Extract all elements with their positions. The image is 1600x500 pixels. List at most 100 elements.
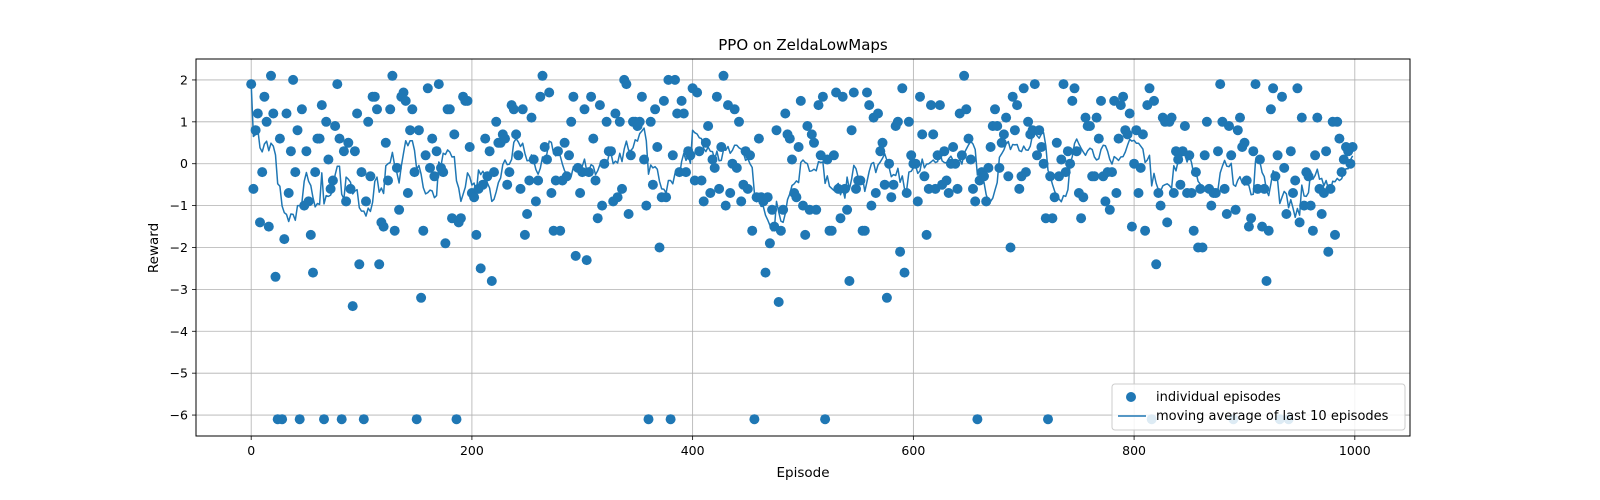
scatter-point [747, 225, 758, 236]
scatter-point [1235, 112, 1245, 123]
scatter-point [1140, 225, 1151, 236]
scatter-point [308, 267, 318, 278]
scatter-point [720, 200, 731, 211]
scatter-point [1104, 204, 1115, 215]
scatter-point [259, 91, 270, 102]
scatter-point [475, 263, 486, 274]
scatter-point [1162, 217, 1173, 228]
scatter-point [1292, 83, 1303, 94]
scatter-point [1281, 209, 1292, 219]
moving-average-line [250, 84, 1354, 232]
scatter-point [542, 154, 552, 165]
scatter-point [901, 188, 912, 198]
scatter-point [279, 234, 290, 245]
scatter-point [1076, 213, 1087, 224]
scatter-point [261, 116, 272, 127]
scatter-point [1305, 200, 1316, 211]
scatter-point [500, 133, 510, 144]
scatter-point [614, 116, 625, 127]
scatter-point [681, 167, 691, 178]
moving-average-series [250, 84, 1354, 232]
scatter-point [411, 414, 422, 425]
y-tick-label: −3 [170, 282, 188, 297]
scatter-point [268, 108, 279, 119]
scatter-point [921, 229, 932, 240]
scatter-point [787, 154, 797, 165]
scatter-point [513, 150, 524, 161]
scatter-point [1241, 175, 1252, 186]
scatter-point [1210, 188, 1221, 198]
scatter-point [579, 104, 590, 115]
legend-scatter-marker [1126, 392, 1136, 402]
scatter-point [314, 133, 325, 144]
scatter-point [793, 142, 804, 152]
scatter-point [402, 188, 413, 198]
scatter-point [380, 137, 391, 148]
scatter-point [427, 133, 438, 144]
scatter-point [400, 95, 411, 106]
scatter-point [511, 129, 522, 140]
scatter-point [753, 133, 764, 144]
y-tick-label: −5 [170, 366, 188, 381]
scatter-point [1111, 188, 1122, 198]
scatter-point [1056, 154, 1067, 165]
scatter-point [1199, 150, 1210, 161]
scatter-point [760, 267, 771, 278]
scatter-point [257, 167, 268, 178]
scatter-point [570, 250, 581, 261]
scatter-point [652, 142, 663, 152]
scatter-point [519, 229, 530, 240]
scatter-point [1126, 221, 1137, 232]
scatter-point [846, 125, 857, 136]
scatter-point [365, 171, 376, 182]
scatter-point [303, 196, 314, 207]
scatter-point [625, 150, 636, 161]
scatter-point [879, 179, 890, 190]
scatter-point [842, 204, 853, 215]
scatter-point [711, 91, 722, 102]
scatter-point [851, 183, 861, 194]
scatter-point [1268, 83, 1279, 94]
scatter-point [762, 192, 773, 203]
scatter-point [617, 183, 627, 194]
scatter-point [537, 70, 548, 81]
scatter-point [369, 91, 380, 102]
scatter-point [696, 175, 707, 186]
scatter-point [897, 83, 908, 94]
scatter-point [1084, 121, 1095, 131]
scatter-point [471, 229, 482, 240]
scatter-point [888, 179, 899, 190]
scatter-point [703, 121, 714, 131]
scatter-point [886, 192, 897, 203]
scatter-point [1091, 112, 1102, 123]
scatter-point [667, 150, 678, 161]
scatter-point [597, 200, 608, 211]
scatter-point [745, 150, 755, 161]
scatter-point [277, 414, 288, 425]
scatter-point [736, 196, 747, 207]
scatter-point [1151, 259, 1162, 270]
scatter-point [385, 104, 396, 115]
scatter-point [848, 87, 859, 98]
scatter-point [965, 154, 976, 165]
y-tick-label: −6 [170, 408, 188, 423]
scatter-point [1232, 125, 1243, 136]
scatter-point [323, 154, 334, 165]
scatter-point [1288, 188, 1298, 198]
scatter-point [1321, 146, 1332, 157]
x-axis-ticks: 0 200 400 600 800 1000 [247, 436, 1371, 458]
scatter-point [915, 91, 925, 102]
x-tick-label: 1000 [1339, 443, 1371, 458]
scatter-point [1226, 150, 1237, 161]
scatter-point [405, 125, 416, 136]
scatter-point [714, 183, 725, 194]
scatter-point [343, 137, 354, 148]
scatter-point [332, 79, 343, 90]
scatter-point [1069, 83, 1080, 94]
scatter-point [1206, 200, 1217, 211]
scatter-point [1043, 414, 1053, 425]
scatter-point [959, 70, 970, 81]
scatter-point [678, 108, 689, 119]
scatter-point [943, 188, 954, 198]
